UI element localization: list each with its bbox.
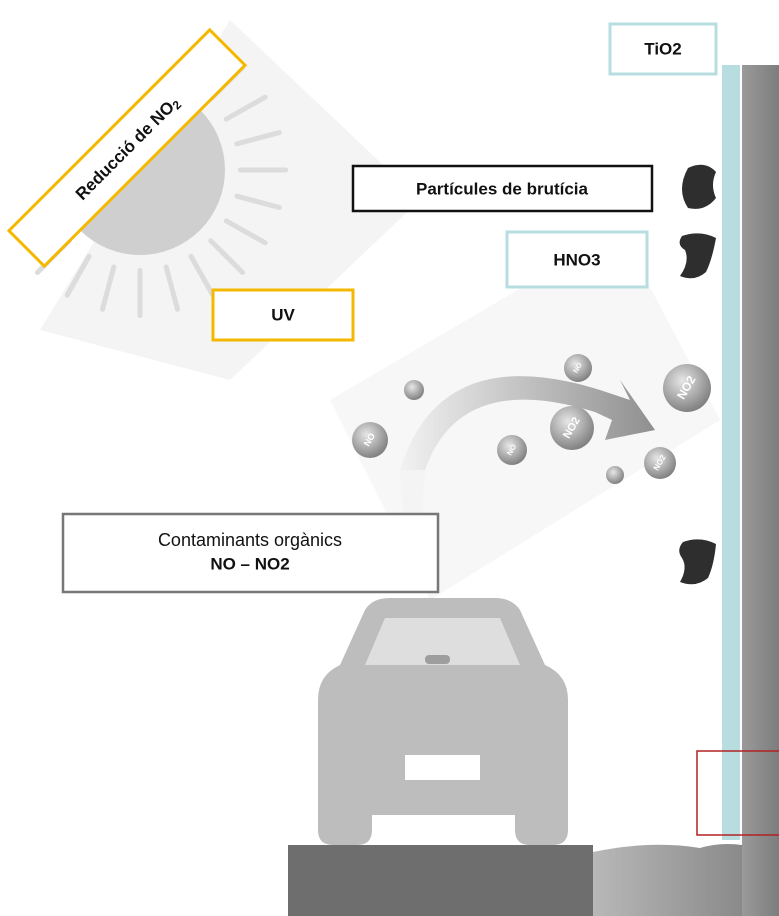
tio2-label: TiO2 <box>644 39 681 58</box>
diagram: NONONO2NO2NONO2 Reducció de NO2 TiO2 Par… <box>0 0 779 916</box>
pollutants-label: Contaminants orgànics <box>158 530 342 550</box>
tio2-layer <box>722 65 740 840</box>
dirt-label: Partícules de brutícia <box>416 179 588 198</box>
ground <box>593 844 742 916</box>
uv-label: UV <box>271 305 295 324</box>
road <box>288 845 593 916</box>
hno3-label: HNO3 <box>553 250 600 269</box>
pollutants-formula: NO – NO2 <box>210 554 289 573</box>
car <box>318 598 568 845</box>
wall <box>742 65 779 916</box>
molecule <box>606 466 624 484</box>
dirt-particle <box>682 165 716 209</box>
dirt-particle <box>680 233 716 278</box>
pollutants-box <box>63 514 438 592</box>
molecule <box>404 380 424 400</box>
dirt-particle <box>679 539 716 584</box>
